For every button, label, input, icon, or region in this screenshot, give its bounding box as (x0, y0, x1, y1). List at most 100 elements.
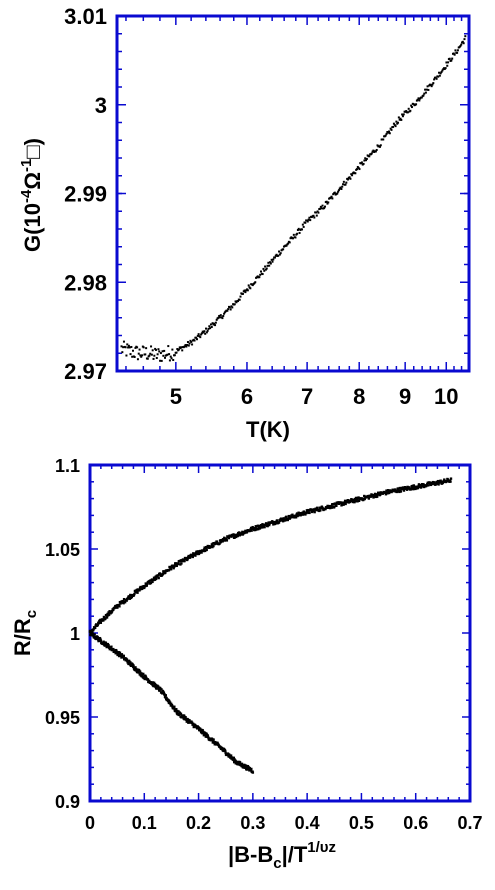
chart2-lower-point (142, 672, 145, 676)
chart1-data-point (229, 308, 232, 311)
chart2-upper-point (99, 621, 103, 624)
chart1-data-point (207, 327, 210, 330)
chart2-upper-point (256, 524, 260, 527)
chart2-upper-point (215, 540, 219, 543)
chart1-data-point (355, 168, 358, 171)
chart1-data-point (456, 51, 459, 54)
chart1-data-point (363, 159, 366, 162)
chart2-lower-point (240, 762, 244, 766)
chart2-upper-point (221, 540, 224, 543)
chart1-data-point (197, 333, 200, 336)
chart2-lower-point (224, 749, 227, 753)
chart1-data-point (157, 348, 160, 351)
chart1-data-point (133, 355, 136, 358)
chart1-data-point (275, 253, 278, 256)
chart1-data-point (430, 85, 433, 88)
chart2-lower-point (181, 714, 184, 717)
chart1-data-point (227, 308, 230, 311)
chart1-data-point (437, 75, 440, 78)
chart2-lower-point (89, 633, 92, 637)
chart1-data-point (148, 354, 151, 357)
chart2-upper-point (282, 517, 285, 520)
chart2-upper-point (264, 523, 267, 527)
chart1-data-point (321, 204, 324, 207)
chart2-x-tick-label: 0.6 (403, 813, 428, 833)
chart2-upper-point (327, 505, 331, 508)
chart1-data-point (205, 331, 208, 334)
chart1-data-point (138, 348, 141, 351)
chart1-data-point (126, 343, 129, 346)
chart2-upper-point (164, 571, 167, 574)
chart2-upper-point (384, 493, 388, 496)
chart2-upper-point (343, 499, 347, 503)
chart1-data-point (339, 186, 342, 189)
chart1-data-point (199, 336, 202, 339)
chart1-data-point (239, 295, 242, 298)
chart2-upper-point (154, 577, 158, 580)
chart2-x-tick-label: 0.3 (240, 813, 265, 833)
chart1-data-point (296, 232, 299, 235)
chart1-data-point (442, 68, 445, 71)
chart2-lower-point (146, 678, 150, 681)
chart1-data-point (454, 49, 457, 52)
chart1-data-point (235, 301, 238, 304)
chart1-data-point (278, 250, 281, 253)
chart1-data-point (188, 342, 191, 345)
chart1-data-point (223, 312, 226, 315)
chart2-upper-point (344, 502, 347, 506)
chart1-data-point (378, 145, 381, 148)
chart1-data-point (237, 299, 240, 302)
chart2-lower-point (184, 716, 187, 719)
chart1-data-point (340, 187, 343, 190)
chart2-upper-point (367, 497, 371, 500)
chart2-upper-point (350, 498, 354, 501)
chart2-upper-point (311, 509, 315, 512)
chart2-lower-point (234, 760, 238, 763)
chart2-upper-point (168, 566, 172, 569)
chart1-data-point (261, 273, 264, 276)
chart1-data-point (297, 227, 300, 230)
chart1-data-point (427, 88, 430, 91)
chart2-upper-point (143, 586, 146, 590)
chart2-upper-point (427, 484, 430, 487)
chart1-data-point (420, 96, 423, 99)
chart2-upper-point (373, 492, 377, 496)
chart1-data-point (173, 354, 176, 357)
chart1-data-point (462, 42, 465, 45)
chart1-data-point (431, 83, 434, 86)
chart1-data-point (180, 346, 183, 349)
chart1-y-tick-label: 2.97 (64, 359, 107, 384)
chart1-data-point (251, 284, 254, 287)
chart1-data-point (433, 78, 436, 81)
chart1-data-point (460, 43, 463, 46)
chart2-upper-point (116, 606, 119, 609)
chart2-upper-point (152, 578, 155, 582)
chart1-data-point (323, 207, 326, 210)
chart1-data-point (181, 349, 184, 352)
chart1-data-point (222, 314, 225, 317)
chart2-lower-point (107, 644, 110, 647)
chart2-upper-point (398, 486, 402, 490)
chart2-upper-point (248, 529, 252, 532)
chart2-upper-point (202, 549, 205, 553)
chart2-upper-point (128, 595, 131, 599)
chart1-data-point (176, 348, 179, 351)
chart2-upper-point (329, 504, 333, 508)
chart1-data-point (444, 67, 447, 70)
chart1-data-point (374, 150, 377, 153)
chart1-data-point (140, 355, 143, 358)
chart1-data-point (200, 333, 203, 336)
chart2-upper-point (207, 544, 210, 548)
chart1-data-point (226, 309, 229, 312)
chart2-x-tick-label: 0.2 (186, 813, 211, 833)
chart2-upper-point (107, 613, 111, 616)
chart1-data-point (464, 35, 467, 38)
chart1-data-point (136, 358, 139, 361)
chart2-lower-point (215, 743, 218, 746)
chart1-data-point (351, 174, 354, 177)
chart2-upper-point (119, 602, 122, 605)
chart2-upper-point (396, 487, 400, 490)
chart2-lower-point (206, 734, 209, 737)
chart1-data-point (264, 265, 267, 268)
chart2-upper-point (96, 623, 99, 627)
